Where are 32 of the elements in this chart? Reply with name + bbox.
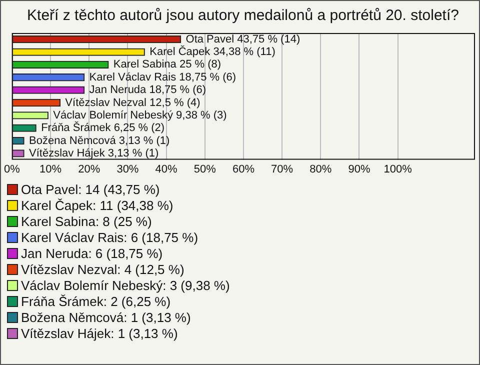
legend-label: Karel Sabina: 8 (25 %) [21,214,152,228]
x-tick-label: 100% [384,163,412,176]
data-label: Karel Václav Rais 18,75 % (6) [89,71,236,84]
x-tick-label: 40% [155,163,178,176]
legend-label: Vítězslav Nezval: 4 (12,5 %) [21,262,184,276]
x-tick-label: 70% [271,163,294,176]
data-label: Jan Neruda 18,75 % (6) [89,84,206,96]
legend-label: Karel Čapek: 11 (34,38 %) [21,198,174,212]
data-label: Karel Sabina 25 % (8) [113,58,222,71]
data-label: Vítězslav Hájek 3,13 % (1) [29,147,159,160]
legend-label: Božena Němcová: 1 (3,13 %) [21,310,191,324]
chart-title: Kteří z těchto autorů jsou autory medailonů a portrétů 20. století? [27,7,459,24]
x-tick-label: 60% [232,163,255,176]
x-tick-label: 20% [78,163,100,176]
data-label: Božena Němcová 3,13 % (1) [29,134,170,147]
data-label: Fráňa Šrámek 6,25 % (2) [41,121,165,134]
x-tick-label: 0% [4,163,20,176]
data-label: Ota Pavel 43,75 % (14) [186,33,300,46]
legend-label: Václav Bolemír Nebeský: 3 (9,38 %) [21,278,230,292]
x-tick-label: 80% [310,163,332,176]
x-tick-label: 50% [194,163,216,176]
data-label: Karel Čapek 34,38 % (11) [150,45,276,58]
legend-label: Fráňa Šrámek: 2 (6,25 %) [21,294,171,308]
legend-label: Jan Neruda: 6 (18,75 %) [21,246,163,260]
legend-label: Karel Václav Rais: 6 (18,75 %) [21,230,198,244]
legend-label: Ota Pavel: 14 (43,75 %) [21,182,160,196]
data-label: Vítězslav Nezval 12,5 % (4) [65,96,200,109]
data-label: Václav Bolemír Nebeský 9,38 % (3) [53,109,227,122]
x-tick-label: 10% [40,163,62,176]
x-tick-label: 90% [348,163,370,176]
legend-label: Vítězslav Hájek: 1 (3,13 %) [21,326,178,340]
x-tick-label: 30% [116,163,139,176]
